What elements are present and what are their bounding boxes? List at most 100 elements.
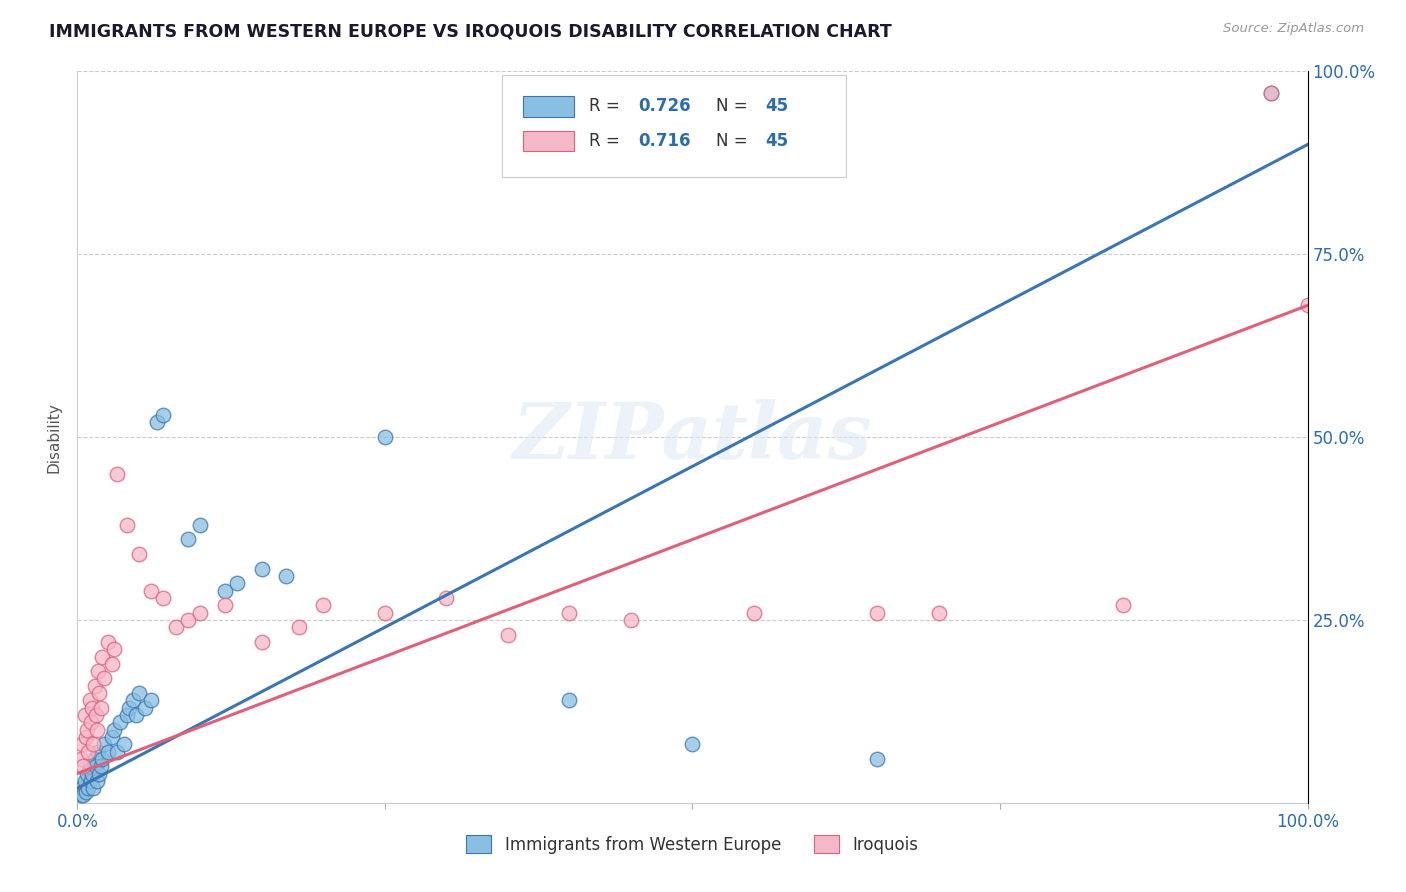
Point xyxy=(70,752,93,766)
Point xyxy=(76,723,98,737)
Point xyxy=(86,723,108,737)
Point xyxy=(93,672,115,686)
Point xyxy=(90,700,112,714)
Point xyxy=(77,745,100,759)
Point xyxy=(75,730,97,744)
Point xyxy=(105,467,128,481)
Point xyxy=(70,789,93,803)
Point xyxy=(928,606,950,620)
Point xyxy=(121,693,143,707)
Point xyxy=(436,591,458,605)
Point xyxy=(188,517,212,532)
Point xyxy=(82,737,104,751)
Text: 0.716: 0.716 xyxy=(638,132,690,150)
Point xyxy=(276,569,298,583)
Point xyxy=(101,730,124,744)
Point xyxy=(141,693,163,707)
Point xyxy=(374,606,396,620)
Point xyxy=(83,752,105,766)
Point xyxy=(82,781,104,796)
Point xyxy=(682,737,704,751)
Point xyxy=(76,766,98,780)
Point xyxy=(70,781,93,796)
Point xyxy=(84,759,107,773)
Point xyxy=(105,745,128,759)
Point xyxy=(103,723,125,737)
Point xyxy=(89,686,111,700)
Text: ZIPatlas: ZIPatlas xyxy=(513,399,872,475)
Legend: Immigrants from Western Europe, Iroquois: Immigrants from Western Europe, Iroquois xyxy=(460,829,925,860)
Point xyxy=(152,408,174,422)
Point xyxy=(250,635,273,649)
Point xyxy=(87,664,110,678)
Point xyxy=(73,708,96,723)
Point xyxy=(214,583,236,598)
Point xyxy=(75,785,97,799)
Point xyxy=(118,700,141,714)
Point xyxy=(115,708,138,723)
Point xyxy=(1260,87,1282,101)
Point xyxy=(177,613,200,627)
Point xyxy=(112,737,135,751)
Point xyxy=(70,737,93,751)
Point xyxy=(82,766,104,780)
Point xyxy=(82,700,104,714)
Point xyxy=(141,583,163,598)
Text: R =: R = xyxy=(589,97,626,115)
Point xyxy=(79,759,101,773)
Point xyxy=(77,781,100,796)
Point xyxy=(73,773,96,788)
Point xyxy=(312,599,335,613)
FancyBboxPatch shape xyxy=(523,96,575,117)
Point xyxy=(620,613,643,627)
Point xyxy=(101,657,124,671)
FancyBboxPatch shape xyxy=(502,75,846,178)
FancyBboxPatch shape xyxy=(523,130,575,151)
Y-axis label: Disability: Disability xyxy=(46,401,62,473)
Point xyxy=(83,679,105,693)
Point xyxy=(90,649,114,664)
Text: 45: 45 xyxy=(765,132,789,150)
Point xyxy=(89,766,111,780)
Point xyxy=(128,547,150,561)
Point xyxy=(1112,599,1135,613)
Point xyxy=(866,752,889,766)
Text: R =: R = xyxy=(589,132,626,150)
Point xyxy=(742,606,765,620)
Point xyxy=(152,591,174,605)
Point xyxy=(1260,87,1282,101)
Point xyxy=(79,693,101,707)
Point xyxy=(93,737,115,751)
Point xyxy=(146,416,169,430)
Text: N =: N = xyxy=(716,97,752,115)
Point xyxy=(72,759,94,773)
Point xyxy=(72,789,94,803)
Text: IMMIGRANTS FROM WESTERN EUROPE VS IROQUOIS DISABILITY CORRELATION CHART: IMMIGRANTS FROM WESTERN EUROPE VS IROQUO… xyxy=(49,22,891,40)
Point xyxy=(80,773,103,788)
Point xyxy=(110,715,132,730)
Point xyxy=(103,642,125,657)
Point xyxy=(177,533,200,547)
Point xyxy=(128,686,150,700)
Point xyxy=(188,606,212,620)
Point xyxy=(84,708,107,723)
Point xyxy=(1296,298,1319,312)
Point xyxy=(134,700,156,714)
Point xyxy=(214,599,236,613)
Point xyxy=(288,620,311,634)
Point xyxy=(866,606,889,620)
Point xyxy=(97,745,120,759)
Point xyxy=(90,752,114,766)
Point xyxy=(558,606,581,620)
Point xyxy=(80,715,103,730)
Point xyxy=(90,759,112,773)
Point xyxy=(87,745,110,759)
Point xyxy=(97,635,120,649)
Point xyxy=(125,708,148,723)
Point xyxy=(226,576,249,591)
Point xyxy=(165,620,187,634)
Text: 0.726: 0.726 xyxy=(638,97,690,115)
Point xyxy=(558,693,581,707)
Text: Source: ZipAtlas.com: Source: ZipAtlas.com xyxy=(1223,22,1364,36)
Point xyxy=(374,430,396,444)
